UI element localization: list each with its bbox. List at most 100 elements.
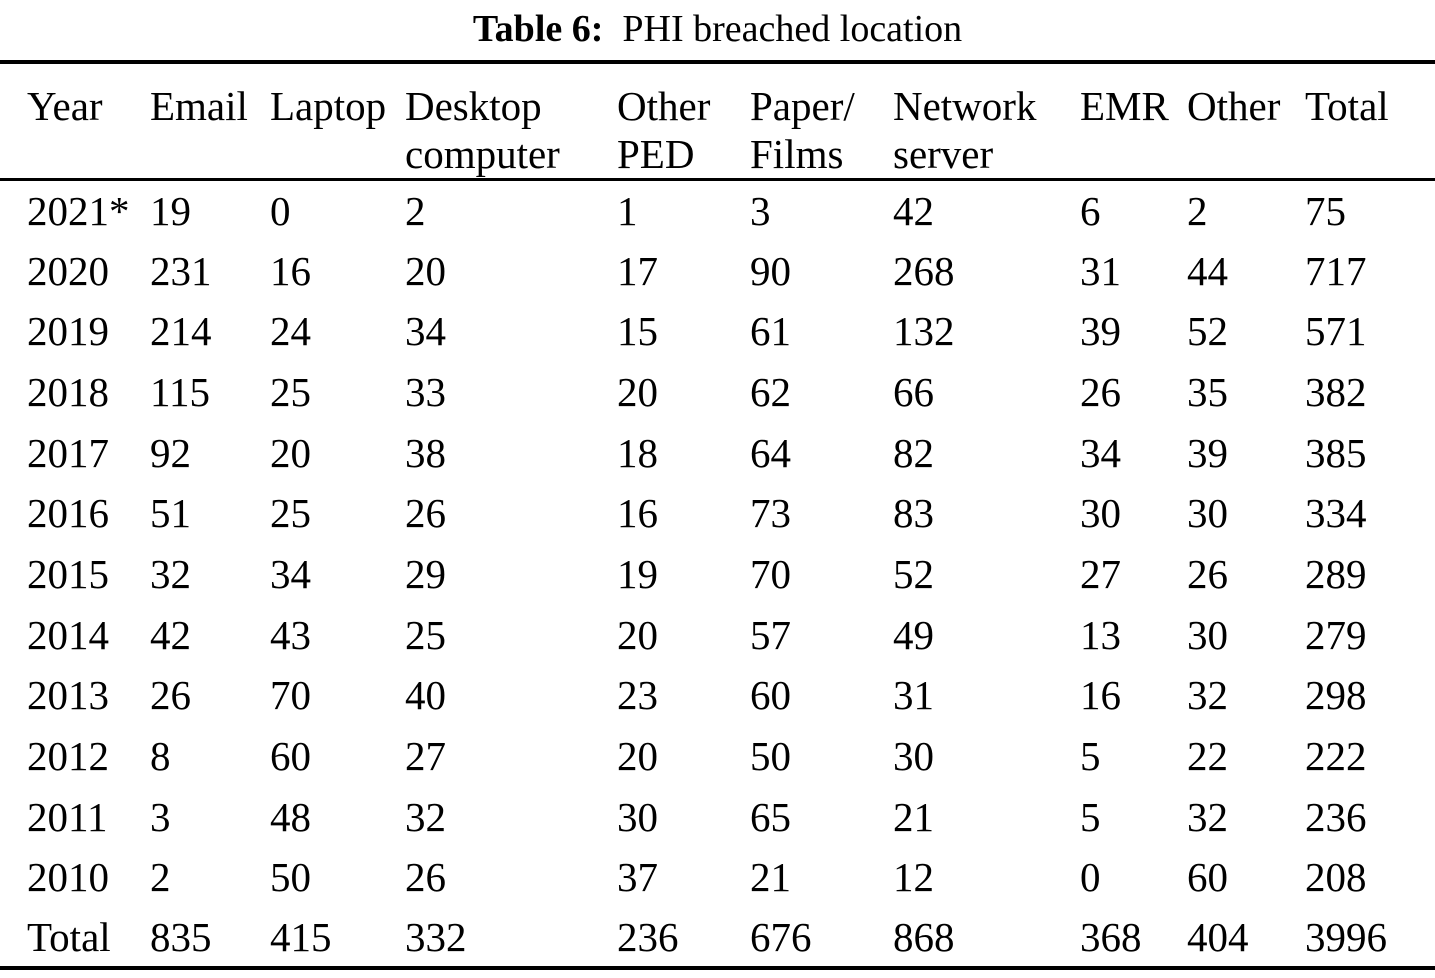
table-cell: 415	[270, 914, 332, 961]
table-cell: 12	[893, 854, 934, 901]
row-label: 2014	[27, 611, 109, 658]
table-cell: 16	[617, 490, 658, 537]
table-cell: 50	[270, 854, 311, 901]
table-cell: 50	[750, 733, 791, 780]
table-title-caption: PHI breached location	[622, 8, 963, 50]
table-cell: 52	[893, 550, 934, 597]
table-row: 2016 51 25 26 16 73 83 30 30 334	[0, 483, 1435, 544]
row-label: 2017	[27, 429, 109, 476]
table-cell: 3	[150, 793, 171, 840]
table-row: 2011 3 48 32 30 65 21 5 32 236	[0, 786, 1435, 847]
row-label: 2011	[27, 793, 108, 840]
table-cell: 27	[405, 733, 446, 780]
table-cell: 6	[1080, 187, 1101, 234]
table-cell: 13	[1080, 611, 1121, 658]
table-cell: 65	[750, 793, 791, 840]
table-cell: 34	[270, 550, 311, 597]
table-cell: 66	[893, 368, 934, 415]
table-cell: 208	[1305, 854, 1367, 901]
table-cell: 868	[893, 914, 955, 961]
column-header-other-ped: Other PED	[617, 62, 750, 181]
table-cell: 16	[270, 247, 311, 294]
table-cell: 23	[617, 672, 658, 719]
table-cell: 0	[1080, 854, 1101, 901]
table-cell: 30	[1187, 490, 1228, 537]
table-cell: 43	[270, 611, 311, 658]
row-label: 2012	[27, 733, 109, 780]
table-cell: 332	[405, 914, 467, 961]
table-cell: 62	[750, 368, 791, 415]
column-header-total: Total	[1305, 62, 1435, 181]
row-label: 2021*	[27, 187, 130, 234]
table-cell: 70	[750, 550, 791, 597]
row-label: 2016	[27, 490, 109, 537]
table-cell: 60	[270, 733, 311, 780]
table-cell: 21	[893, 793, 934, 840]
table-cell: 64	[750, 429, 791, 476]
table-cell: 32	[1187, 793, 1228, 840]
table-cell: 25	[270, 368, 311, 415]
table-row: 2017 92 20 38 18 64 82 34 39 385	[0, 422, 1435, 483]
table-cell: 334	[1305, 490, 1367, 537]
table-cell: 5	[1080, 733, 1101, 780]
table-cell: 279	[1305, 611, 1367, 658]
table-cell: 75	[1305, 187, 1346, 234]
table-cell: 289	[1305, 550, 1367, 597]
table-cell: 2	[1187, 187, 1208, 234]
table-cell: 52	[1187, 308, 1228, 355]
table-cell: 2	[405, 187, 426, 234]
column-header-year: Year	[0, 62, 150, 181]
table-row: 2020 231 16 20 17 90 268 31 44 717	[0, 240, 1435, 301]
table-cell: 3996	[1305, 914, 1387, 961]
table-row: 2021* 19 0 2 1 3 42 6 2 75	[0, 180, 1435, 241]
table-cell: 51	[150, 490, 191, 537]
table-row: 2018 115 25 33 20 62 66 26 35 382	[0, 362, 1435, 423]
table-cell: 82	[893, 429, 934, 476]
table-cell: 38	[405, 429, 446, 476]
row-label: 2010	[27, 854, 109, 901]
title-spacer	[603, 8, 622, 50]
table-cell: 3	[750, 187, 771, 234]
table-cell: 49	[893, 611, 934, 658]
table-cell: 92	[150, 429, 191, 476]
row-label: 2015	[27, 550, 109, 597]
table-cell: 60	[750, 672, 791, 719]
table-cell: 20	[617, 368, 658, 415]
table-cell: 25	[405, 611, 446, 658]
table-cell: 236	[617, 914, 679, 961]
table-cell: 20	[270, 429, 311, 476]
table-cell: 39	[1080, 308, 1121, 355]
table-cell: 90	[750, 247, 791, 294]
table-row: 2019 214 24 34 15 61 132 39 52 571	[0, 301, 1435, 362]
table-cell: 268	[893, 247, 955, 294]
table-row: Total 835 415 332 236 676 868 368 404 3996	[0, 908, 1435, 969]
table-cell: 20	[617, 611, 658, 658]
column-header-email: Email	[150, 62, 270, 181]
table-cell: 15	[617, 308, 658, 355]
row-label: 2019	[27, 308, 109, 355]
column-header-network-server: Network server	[893, 62, 1080, 181]
table-cell: 8	[150, 733, 171, 780]
row-label: 2020	[27, 247, 109, 294]
table-cell: 30	[1080, 490, 1121, 537]
table-cell: 0	[270, 187, 291, 234]
table-cell: 26	[405, 854, 446, 901]
table-cell: 44	[1187, 247, 1228, 294]
table-header-row: Year Email Laptop Desktop computer Other…	[0, 62, 1435, 181]
table-cell: 24	[270, 308, 311, 355]
table-cell: 32	[405, 793, 446, 840]
table-cell: 222	[1305, 733, 1367, 780]
table-cell: 26	[405, 490, 446, 537]
table-cell: 214	[150, 308, 212, 355]
table-cell: 48	[270, 793, 311, 840]
table-cell: 34	[405, 308, 446, 355]
table-body: 2021* 19 0 2 1 3 42 6 2 75 2020 231 16 20 17 90 268 31 44 7…	[0, 180, 1435, 969]
table-cell: 83	[893, 490, 934, 537]
table-cell: 18	[617, 429, 658, 476]
row-label: Total	[27, 914, 111, 961]
table-row: 2012 8 60 27 20 50 30 5 22 222	[0, 726, 1435, 787]
table-cell: 16	[1080, 672, 1121, 719]
table-cell: 385	[1305, 429, 1367, 476]
table-cell: 32	[1187, 672, 1228, 719]
table-cell: 30	[893, 733, 934, 780]
